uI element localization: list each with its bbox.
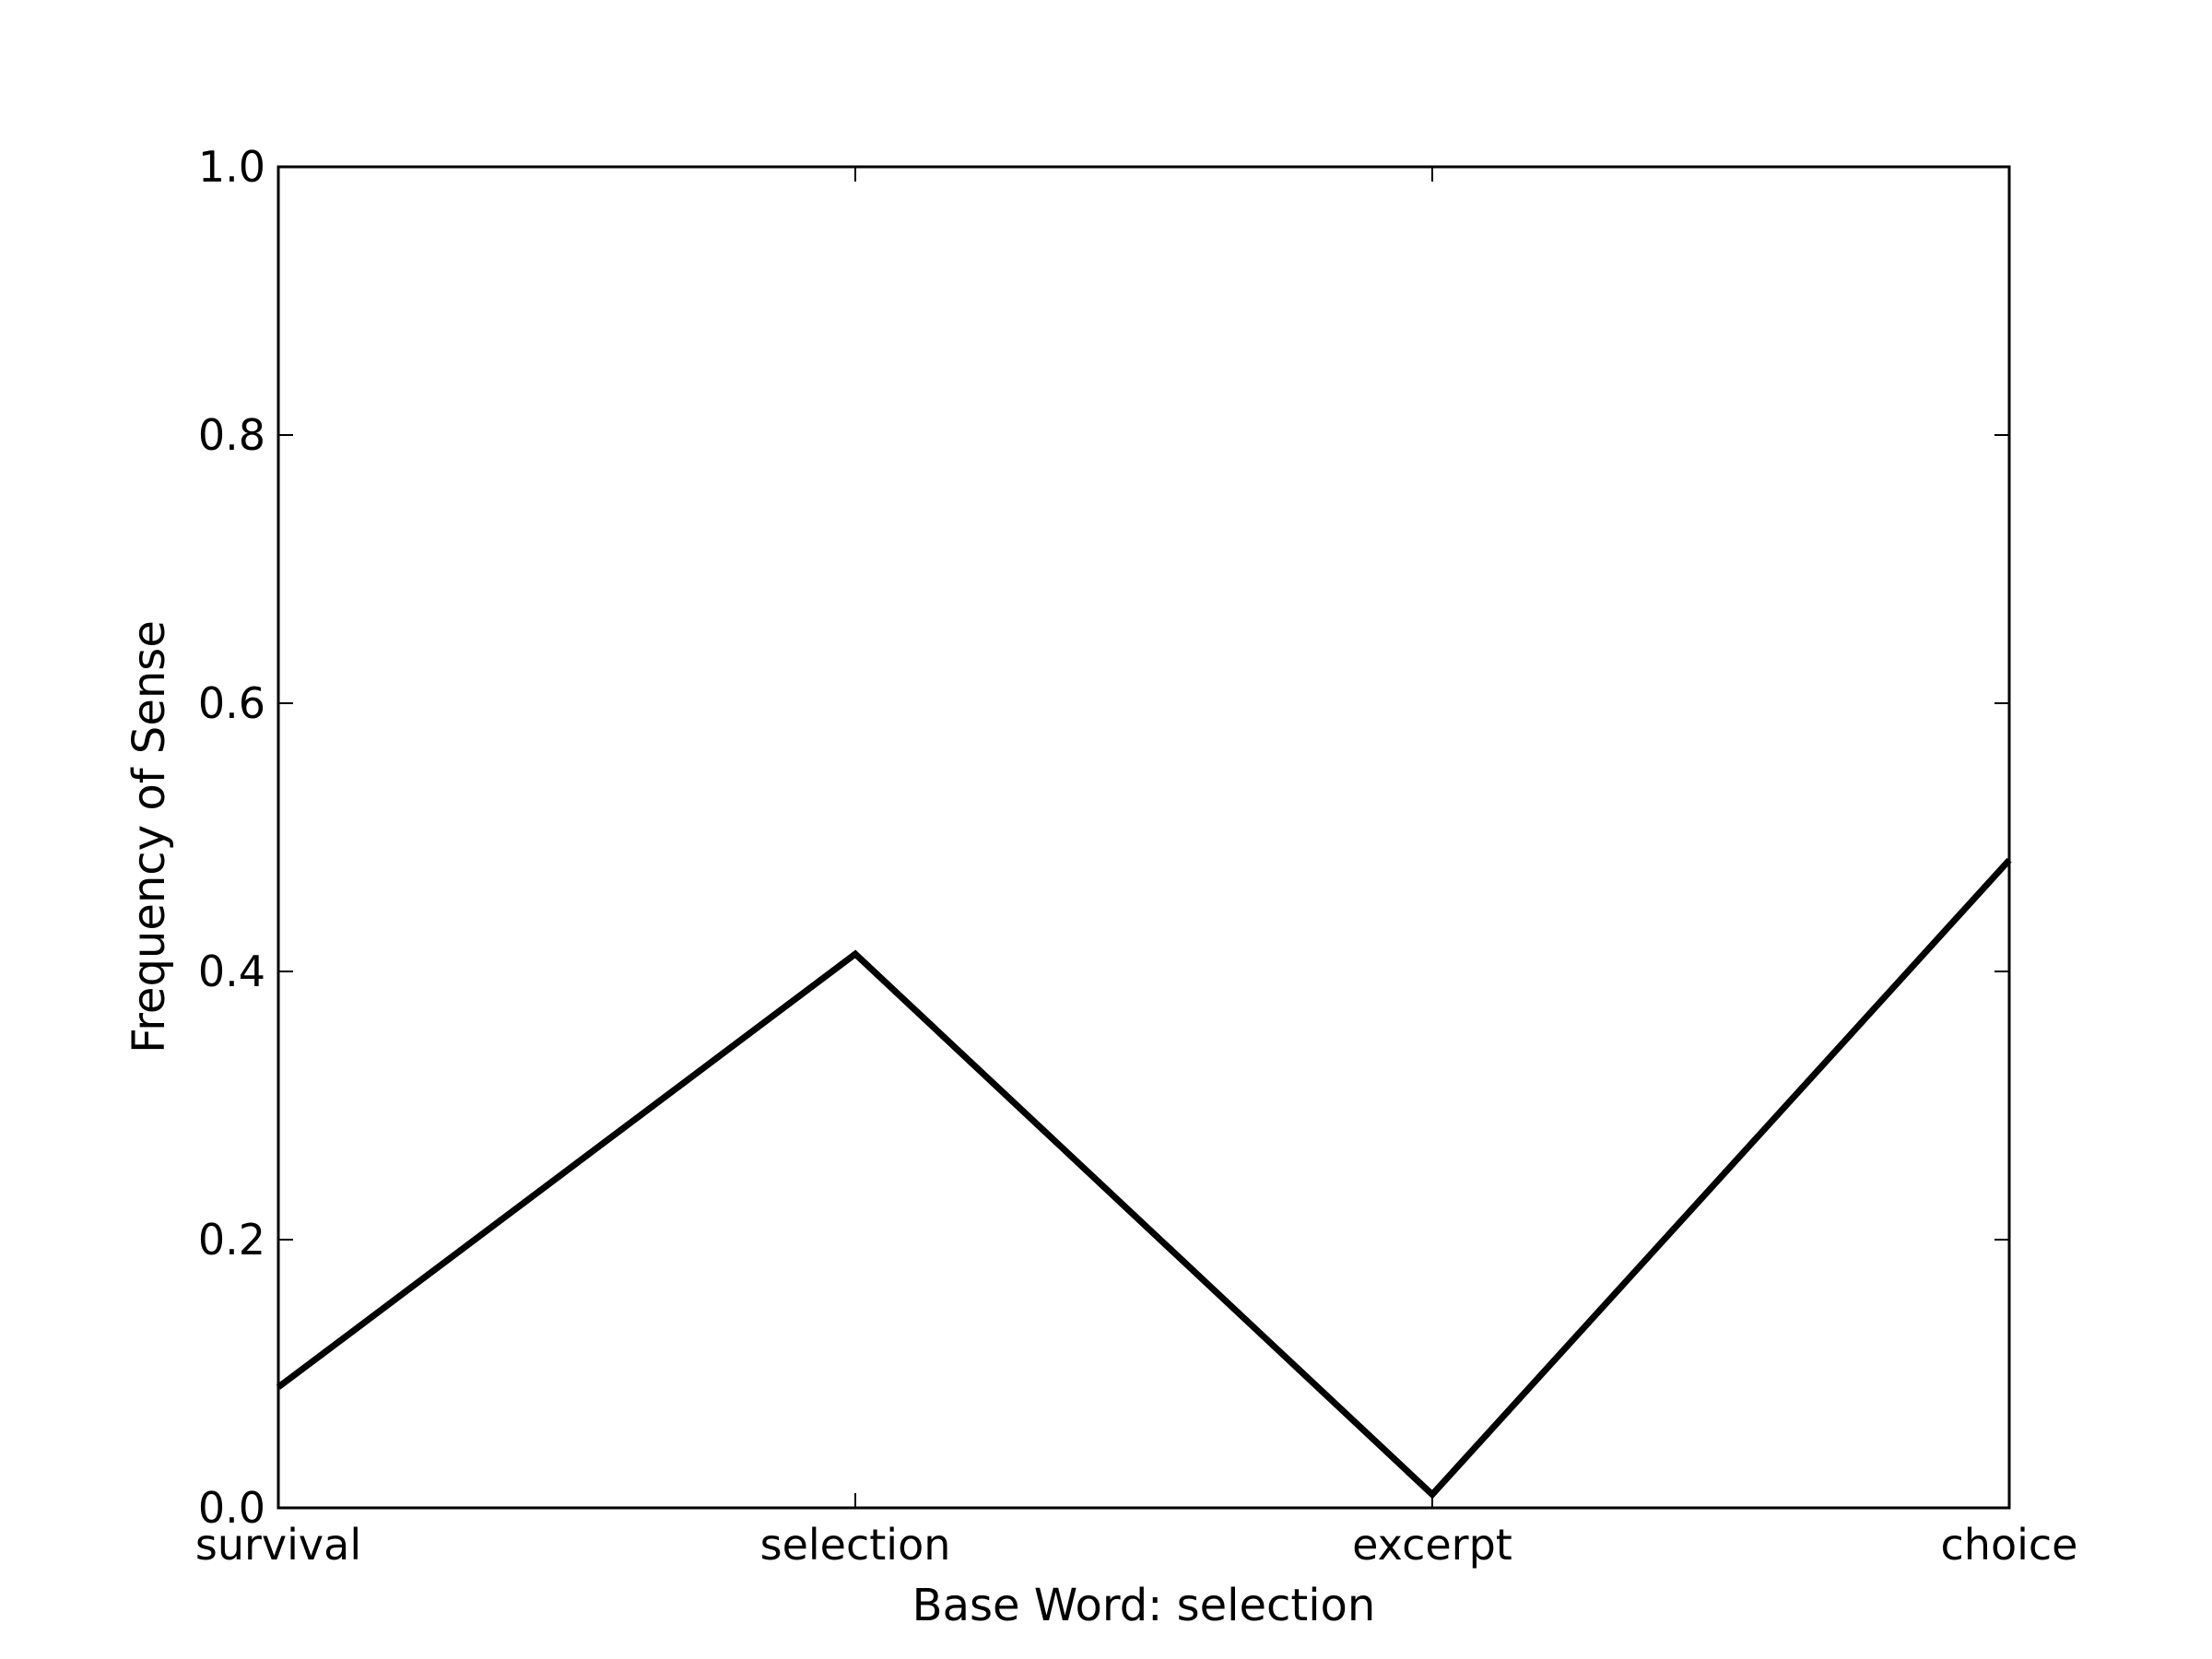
x-axis-ticks: survival selection excerpt choice	[195, 167, 2078, 1570]
y-axis-ticks: 0.0 0.2 0.4 0.6 0.8 1.0	[198, 142, 2009, 1533]
x-tick-label: choice	[1941, 1520, 2078, 1570]
y-tick-label: 0.6	[198, 678, 265, 728]
y-tick-label: 0.4	[198, 947, 265, 996]
y-tick-label: 1.0	[198, 142, 265, 192]
y-tick-label: 0.2	[198, 1215, 265, 1265]
plot-area	[278, 167, 2009, 1508]
x-tick-label: survival	[195, 1520, 361, 1570]
series-line	[276, 857, 2012, 1500]
x-tick-label: excerpt	[1352, 1520, 1512, 1570]
plot-frame	[276, 165, 2011, 1510]
x-axis-label: Base Word: selection	[912, 1580, 1376, 1631]
x-tick-label: selection	[760, 1520, 951, 1570]
y-tick-label: 0.0	[198, 1483, 265, 1533]
y-tick-label: 0.8	[198, 410, 265, 460]
y-axis-label: Frequency of Sense	[124, 620, 175, 1053]
